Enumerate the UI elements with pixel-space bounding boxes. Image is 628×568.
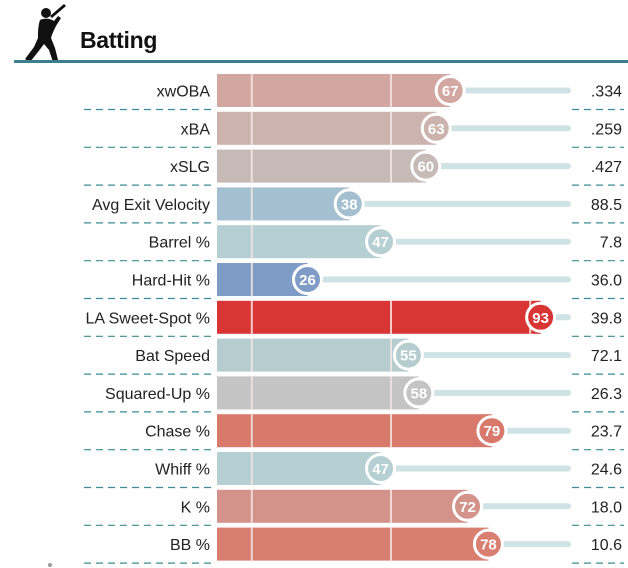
metric-label: Squared-Up % xyxy=(105,386,210,403)
percentile-marker xyxy=(333,188,365,220)
metric-row: xSLG 60 .427 xyxy=(84,149,624,186)
metric-label: xwOBA xyxy=(157,84,211,101)
section-title: Batting xyxy=(80,27,158,53)
percentile-bar xyxy=(217,225,381,259)
percentile-value: 79 xyxy=(484,423,501,440)
metric-row: K % 72 18.0 xyxy=(84,489,624,526)
percentile-marker xyxy=(525,301,557,333)
metric-label: Avg Exit Velocity xyxy=(92,197,210,214)
percentile-marker xyxy=(410,150,442,182)
percentile-marker xyxy=(434,75,466,106)
metric-row: xwOBA 67 .334 xyxy=(84,74,624,111)
percentile-value: 67 xyxy=(442,83,459,100)
metric-label: Chase % xyxy=(145,424,210,441)
stat-value: .334 xyxy=(591,84,622,101)
metric-row: LA Sweet-Spot % 93 39.8 xyxy=(84,300,624,337)
metric-row: Barrel % 47 7.8 xyxy=(84,225,624,262)
percentile-marker xyxy=(472,528,504,560)
percentile-bar xyxy=(217,376,419,410)
percentile-value: 55 xyxy=(400,348,417,365)
metric-label: BB % xyxy=(170,537,210,554)
metric-label: xBA xyxy=(181,121,211,138)
percentile-value: 38 xyxy=(341,196,358,213)
percentile-bar xyxy=(217,452,381,485)
percentile-bar xyxy=(217,149,426,183)
percentile-value: 58 xyxy=(410,385,427,402)
percentile-value: 72 xyxy=(459,499,476,516)
percentile-bar xyxy=(217,489,468,523)
metric-label: Hard-Hit % xyxy=(132,273,210,290)
percentile-value: 47 xyxy=(372,461,389,478)
percentile-value: 26 xyxy=(299,272,316,289)
percentile-marker xyxy=(452,490,484,522)
metric-row: Chase % 79 23.7 xyxy=(84,414,624,451)
metric-label: Whiff % xyxy=(155,462,210,479)
metric-row: Squared-Up % 58 26.3 xyxy=(84,376,624,413)
metric-label: K % xyxy=(181,499,210,516)
percentile-marker xyxy=(403,377,435,409)
percentile-marker xyxy=(365,226,397,258)
stat-value: .259 xyxy=(591,121,622,138)
stat-value: 18.0 xyxy=(591,499,622,516)
metric-row: BB % 78 10.6 xyxy=(84,527,624,564)
metric-row: Hard-Hit % 26 36.0 xyxy=(84,263,624,300)
metric-label: Barrel % xyxy=(149,235,210,252)
percentile-bar xyxy=(217,74,451,107)
percentile-value: 47 xyxy=(372,234,389,251)
percentile-bar xyxy=(217,414,492,448)
percentile-marker xyxy=(420,112,452,144)
metric-label: Bat Speed xyxy=(135,348,210,365)
stat-value: 36.0 xyxy=(591,273,622,290)
stat-value: 24.6 xyxy=(591,462,622,479)
stat-value: 7.8 xyxy=(600,235,622,252)
percentile-value: 63 xyxy=(428,121,445,138)
stat-value: 39.8 xyxy=(591,310,622,327)
percentile-bar xyxy=(217,527,489,561)
metric-label: LA Sweet-Spot % xyxy=(85,310,210,327)
metric-row: xBA 63 .259 xyxy=(84,111,624,148)
footer-mark xyxy=(48,563,52,567)
stat-value: .427 xyxy=(591,159,622,176)
percentile-marker xyxy=(291,264,323,295)
percentile-bar xyxy=(217,300,541,334)
percentile-value: 60 xyxy=(417,159,434,176)
percentile-value: 93 xyxy=(532,310,549,327)
stat-value: 72.1 xyxy=(591,348,622,365)
percentile-marker xyxy=(476,415,508,447)
stat-value: 26.3 xyxy=(591,386,622,403)
metric-row: Whiff % 47 24.6 xyxy=(84,452,624,489)
percentile-bar xyxy=(217,111,437,145)
percentile-marker xyxy=(392,339,424,371)
metric-row: Avg Exit Velocity 38 88.5 xyxy=(84,187,624,224)
stat-value: 23.7 xyxy=(591,424,622,441)
title-rule xyxy=(14,60,628,63)
metric-label: xSLG xyxy=(170,159,210,176)
percentile-value: 78 xyxy=(480,537,497,554)
stat-value: 88.5 xyxy=(591,197,622,214)
batter-silhouette-icon xyxy=(25,4,66,62)
metric-row: Bat Speed 55 72.1 xyxy=(84,338,624,375)
percentile-bar xyxy=(217,187,350,221)
header: Batting xyxy=(0,0,628,66)
percentile-marker xyxy=(365,453,397,484)
stat-value: 10.6 xyxy=(591,537,622,554)
percentile-bar xyxy=(217,338,409,372)
